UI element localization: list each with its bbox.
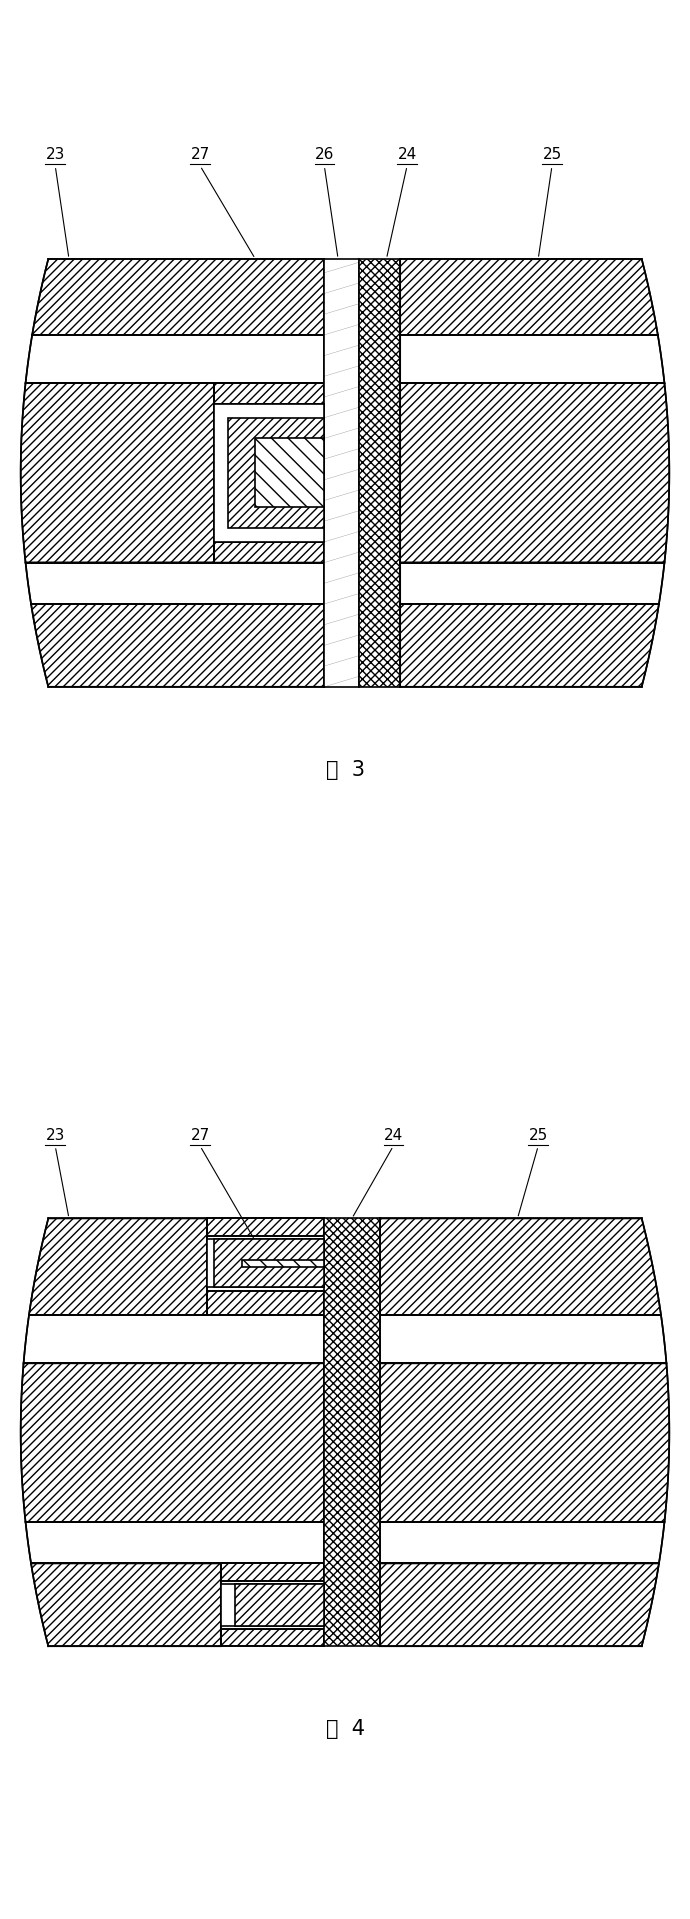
Bar — [214, 1240, 324, 1288]
Polygon shape — [214, 384, 324, 403]
Polygon shape — [380, 1522, 664, 1564]
Bar — [228, 418, 324, 528]
Polygon shape — [400, 384, 669, 562]
Text: 26: 26 — [315, 148, 334, 163]
Polygon shape — [380, 1315, 667, 1362]
Bar — [207, 1240, 324, 1288]
Text: 25: 25 — [542, 148, 562, 163]
Polygon shape — [400, 604, 659, 687]
Bar — [359, 259, 400, 687]
Polygon shape — [21, 384, 214, 562]
Polygon shape — [221, 1629, 324, 1647]
Text: 25: 25 — [529, 1128, 548, 1142]
Polygon shape — [23, 1315, 324, 1362]
Polygon shape — [32, 259, 324, 334]
Polygon shape — [400, 334, 664, 384]
Bar — [235, 1585, 324, 1625]
Text: 图  4: 图 4 — [326, 1719, 364, 1739]
Text: 27: 27 — [190, 1128, 210, 1142]
Polygon shape — [400, 562, 664, 604]
Polygon shape — [380, 1564, 659, 1647]
Polygon shape — [207, 1291, 324, 1315]
Polygon shape — [380, 1362, 669, 1522]
Bar — [214, 403, 324, 541]
Text: 23: 23 — [46, 148, 65, 163]
Bar — [241, 1261, 324, 1267]
Polygon shape — [29, 1219, 207, 1315]
Polygon shape — [31, 604, 324, 687]
Polygon shape — [207, 1219, 324, 1236]
Text: 24: 24 — [397, 148, 417, 163]
Polygon shape — [31, 1564, 221, 1647]
Polygon shape — [26, 334, 324, 384]
Bar — [221, 1585, 324, 1625]
Polygon shape — [380, 1219, 661, 1315]
Text: 23: 23 — [46, 1128, 65, 1142]
Polygon shape — [26, 562, 324, 604]
Polygon shape — [21, 1362, 324, 1522]
Polygon shape — [214, 541, 324, 562]
Polygon shape — [26, 1522, 324, 1564]
Text: 24: 24 — [384, 1128, 403, 1142]
Bar — [324, 259, 359, 687]
Polygon shape — [400, 259, 658, 334]
Polygon shape — [221, 1564, 324, 1581]
Text: 27: 27 — [190, 148, 210, 163]
Text: 图  3: 图 3 — [326, 760, 364, 779]
Bar — [255, 438, 324, 507]
Bar — [324, 1219, 380, 1647]
